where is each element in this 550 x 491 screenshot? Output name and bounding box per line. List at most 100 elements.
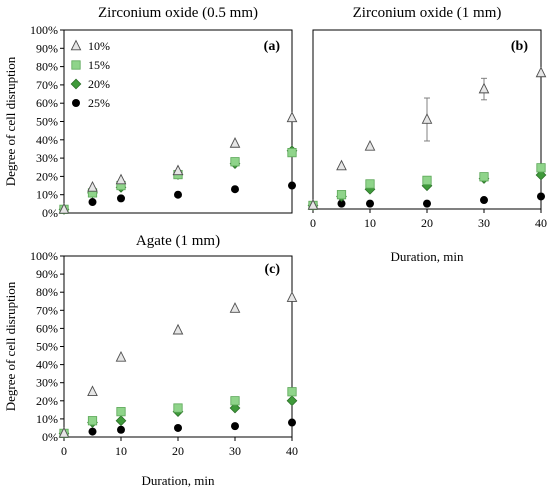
x-tick-label: 10 — [364, 216, 376, 230]
data-point-triangle — [115, 173, 127, 185]
y-axis-label: Degree of cell disruption — [3, 56, 18, 186]
x-tick-label: 40 — [286, 444, 298, 458]
data-point-square — [287, 387, 297, 397]
data-point-diamond — [535, 169, 547, 181]
y-tick-label: 50% — [36, 340, 58, 354]
chart-title: Zirconium oxide (0.5 mm) — [98, 5, 258, 21]
data-point-circle — [337, 199, 346, 208]
data-point-triangle — [58, 426, 70, 438]
panel-label: (b) — [511, 39, 528, 54]
data-point-circle — [423, 199, 431, 208]
data-point-triangle — [58, 202, 70, 214]
x-tick-label: 30 — [478, 216, 490, 230]
data-point-diamond — [229, 402, 241, 414]
data-point-circle — [117, 425, 125, 434]
data-point-triangle — [364, 139, 376, 151]
data-point-triangle — [421, 113, 433, 124]
chart-panel-c: 0% 10% 20% 30% 40% 50% 60% 70% 80% 90% 100% 0 10 20 30… — [3, 233, 298, 488]
y-tick-label: 90% — [36, 267, 58, 281]
legend-marker-circle — [72, 99, 80, 107]
y-tick-label: 80% — [36, 60, 58, 74]
y-tick-label: 70% — [36, 303, 58, 317]
y-tick-label: 40% — [36, 133, 58, 147]
data-point-square — [287, 148, 297, 158]
data-point-circle — [537, 192, 545, 201]
data-point-diamond — [115, 415, 127, 427]
y-tick-label: 20% — [36, 394, 58, 408]
chart-title: Zirconium oxide (1 mm) — [353, 5, 502, 21]
data-point-circle — [88, 427, 97, 436]
series-triangle — [58, 291, 298, 438]
y-tick-label: 70% — [36, 78, 58, 92]
x-axis-label: Duration, min — [142, 473, 215, 488]
data-point-triangle — [336, 159, 347, 171]
legend-marker-triangle — [70, 39, 82, 51]
y-tick-label: 50% — [36, 115, 58, 129]
legend-label: 25% — [88, 96, 110, 110]
data-point-circle — [174, 190, 182, 199]
data-point-square — [116, 407, 126, 417]
data-point-square — [173, 403, 183, 413]
panel-label: (a) — [264, 39, 281, 54]
y-tick-label: 30% — [36, 151, 58, 165]
data-point-diamond — [286, 395, 298, 407]
data-point-circle — [117, 194, 125, 203]
data-point-square — [230, 157, 240, 167]
y-tick-label: 80% — [36, 285, 58, 299]
panel-label: (c) — [264, 262, 280, 277]
series-triangle — [58, 111, 298, 214]
legend-label: 20% — [88, 77, 110, 91]
y-axis-label: Degree of cell disruption — [3, 281, 18, 411]
data-point-square — [422, 175, 432, 185]
chart-panel-b: 0 10 20 30 40 Zirconium oxide (1 mm) (b) Durati… — [307, 5, 547, 264]
y-tick-label: 0% — [42, 206, 58, 220]
data-point-square — [479, 172, 489, 182]
data-point-triangle — [478, 82, 490, 94]
data-point-circle — [231, 422, 239, 431]
data-point-triangle — [535, 66, 547, 78]
y-tick-label: 60% — [36, 96, 58, 110]
data-point-triangle — [229, 137, 241, 148]
data-point-square — [336, 190, 347, 200]
x-tick-label: 40 — [535, 216, 547, 230]
series-triangle — [307, 66, 547, 210]
data-point-triangle — [286, 291, 298, 302]
legend-label: 15% — [88, 58, 110, 72]
data-point-triangle — [115, 350, 127, 362]
data-point-circle — [288, 181, 296, 190]
data-point-triangle — [229, 302, 241, 313]
legend-marker-square — [71, 60, 81, 70]
data-point-triangle — [87, 180, 98, 192]
data-point-triangle — [172, 323, 184, 335]
y-tick-label: 90% — [36, 41, 58, 55]
data-point-circle — [288, 418, 296, 427]
y-tick-label: 40% — [36, 358, 58, 372]
x-tick-label: 30 — [229, 444, 241, 458]
y-tick-label: 30% — [36, 376, 58, 390]
data-point-circle — [174, 423, 182, 432]
x-tick-label: 20 — [172, 444, 184, 458]
y-tick-label: 100% — [30, 23, 58, 37]
y-tick-label: 10% — [36, 188, 58, 202]
y-tick-label: 0% — [42, 430, 58, 444]
y-tick-label: 10% — [36, 412, 58, 426]
data-point-circle — [88, 198, 97, 207]
legend-marker-diamond — [70, 78, 82, 90]
x-axis-label: Duration, min — [391, 249, 464, 264]
data-point-triangle — [286, 111, 298, 123]
data-point-circle — [480, 196, 488, 205]
x-tick-label: 0 — [61, 444, 67, 458]
data-point-circle — [231, 185, 239, 194]
data-point-square — [87, 416, 98, 426]
chart-panel-a: 0% 10% 20% 30% 40% 50% 60% 70% 80% 90% 100% Zirconi… — [3, 5, 298, 220]
y-tick-label: 100% — [30, 249, 58, 263]
data-point-triangle — [307, 199, 319, 210]
x-tick-label: 20 — [421, 216, 433, 230]
y-tick-label: 20% — [36, 169, 58, 183]
data-point-square — [536, 163, 546, 173]
x-tick-label: 0 — [310, 216, 316, 230]
x-tick-label: 10 — [115, 444, 127, 458]
data-point-square — [365, 179, 375, 189]
chart-title: Agate (1 mm) — [136, 233, 220, 249]
